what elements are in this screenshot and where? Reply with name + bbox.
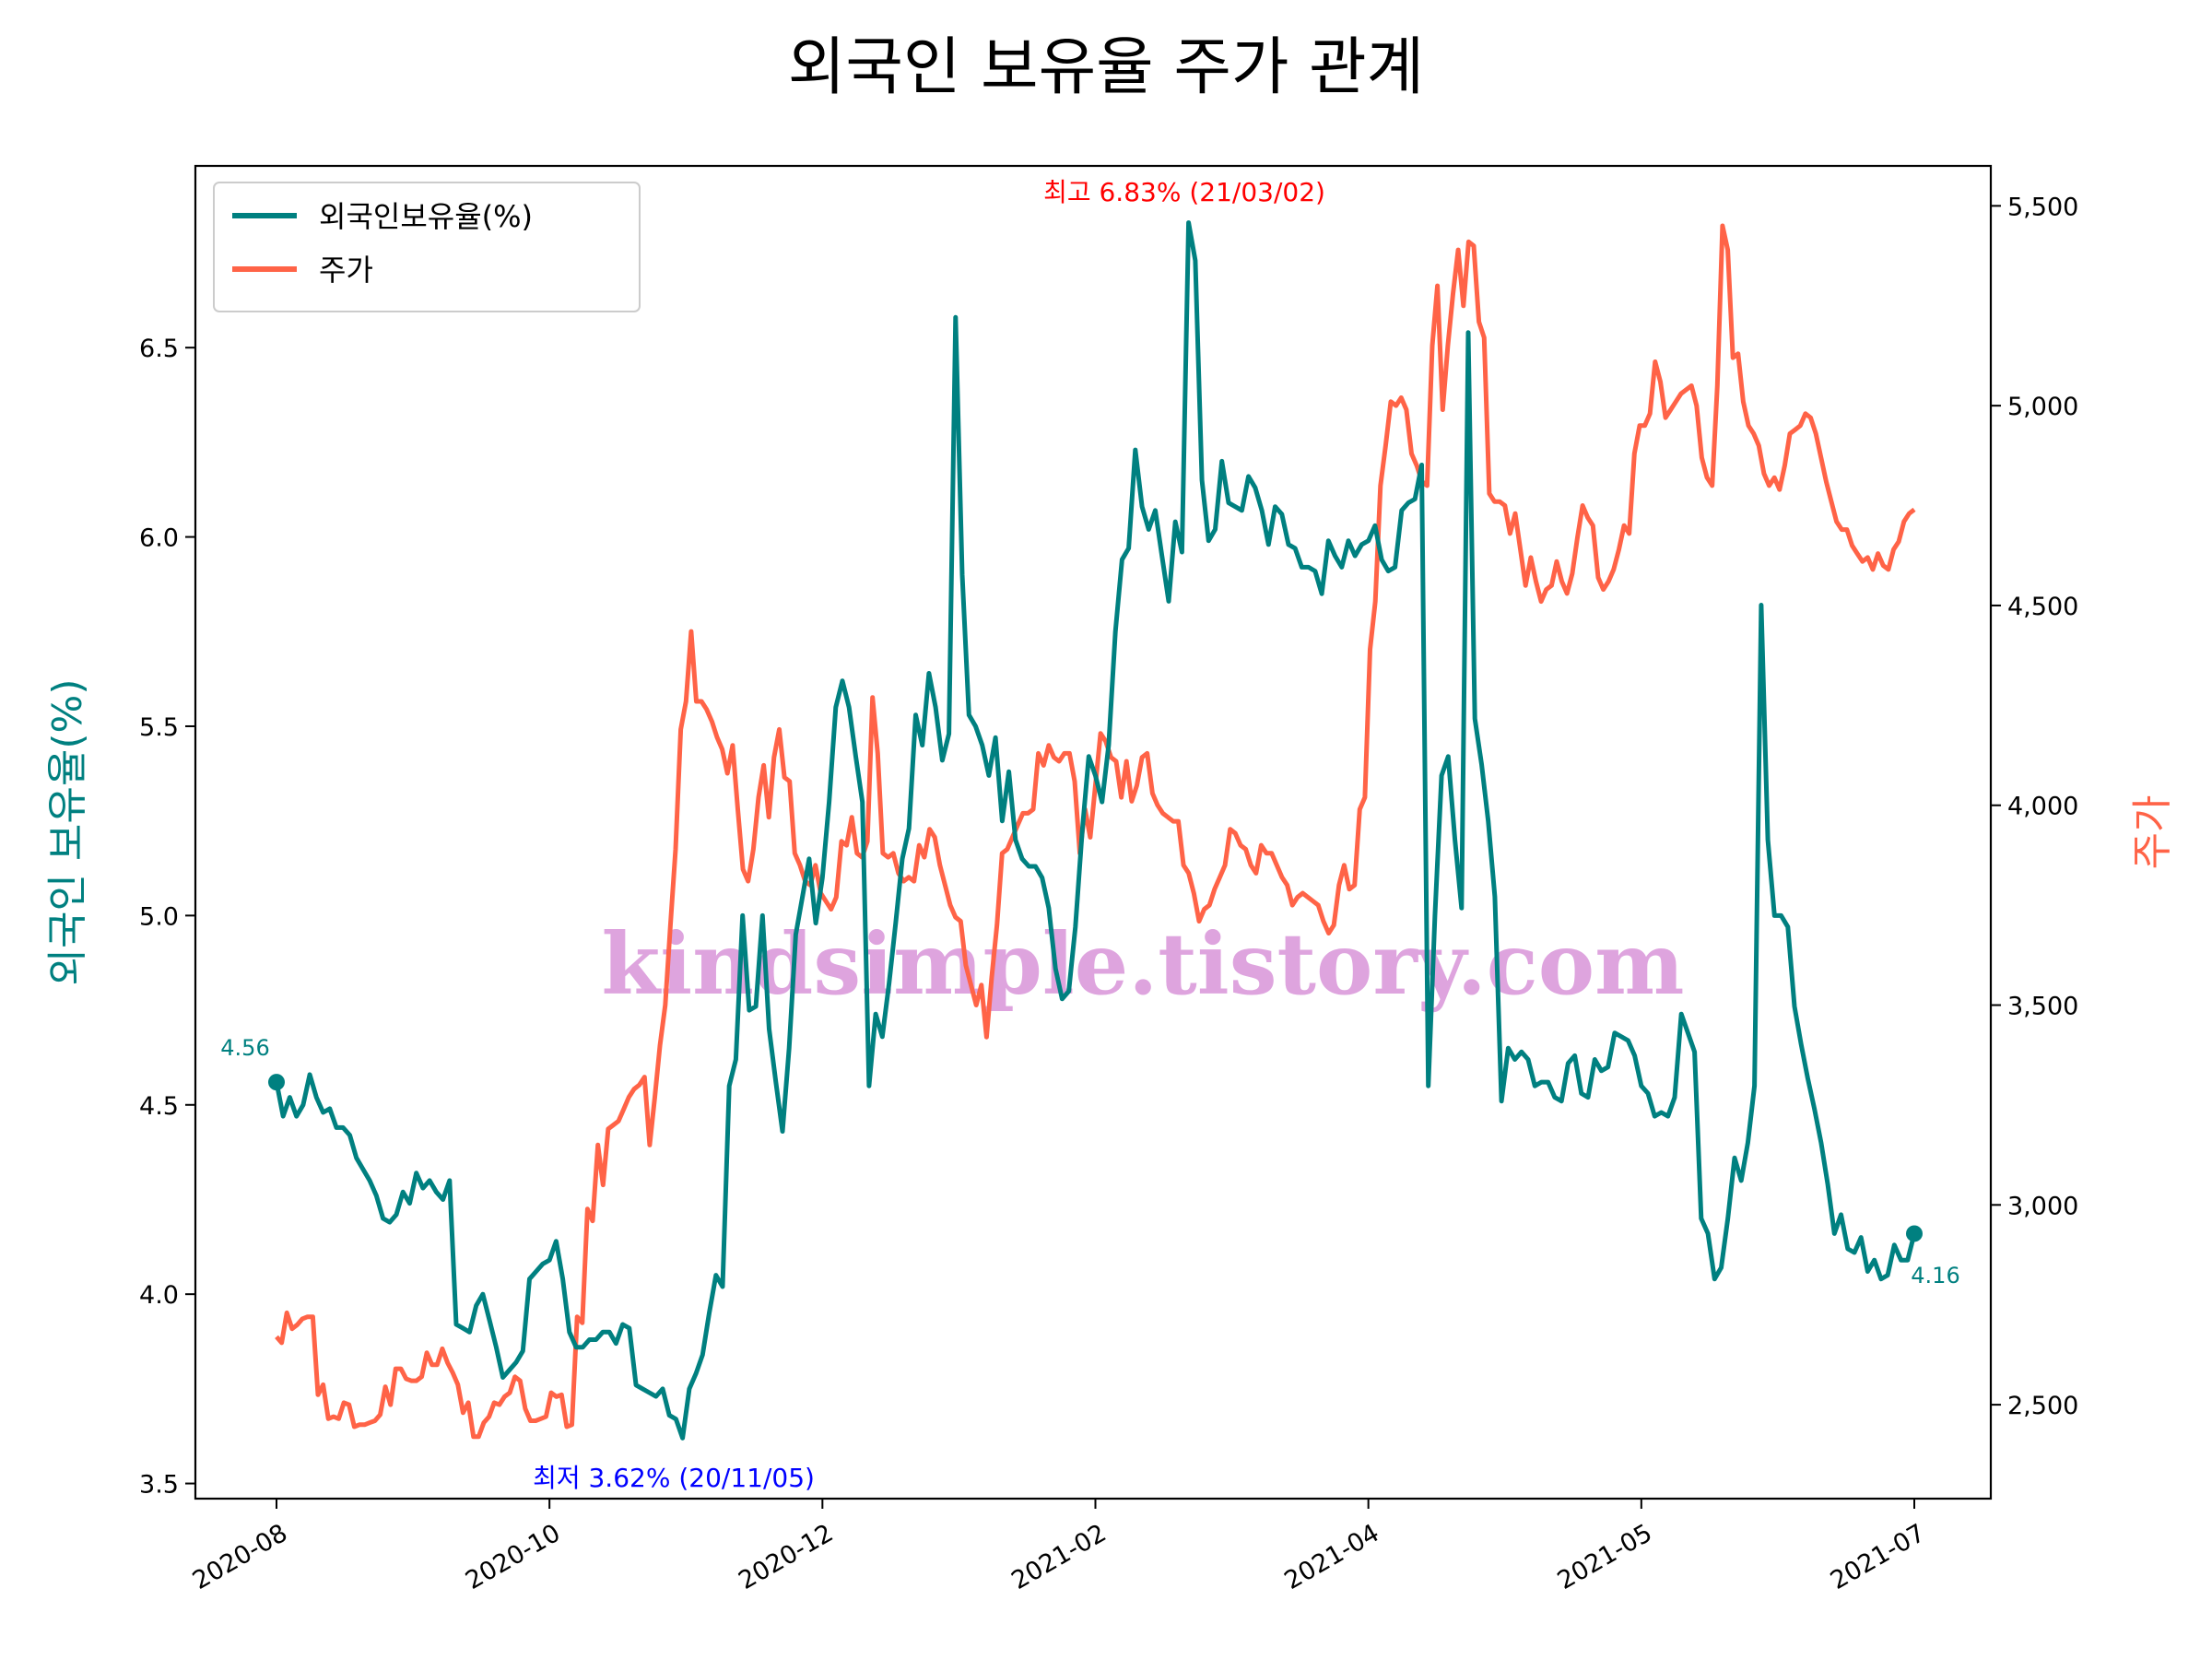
y-left-tick-label: 4.5 — [139, 1092, 179, 1121]
x-tick-label: 2021-02 — [1006, 1519, 1111, 1595]
x-tick-label: 2021-04 — [1280, 1519, 1384, 1595]
x-tick-label: 2020-08 — [188, 1519, 292, 1595]
y-right-tick-label: 3,000 — [2007, 1192, 2078, 1220]
y-right-axis-title: 주가 — [2129, 795, 2176, 870]
y-left-tick-label: 6.5 — [139, 335, 179, 363]
y-right-tick-label: 3,500 — [2007, 993, 2078, 1021]
legend-label-foreign: 외국인보유율(%) — [319, 199, 533, 234]
y-left-tick-label: 6.0 — [139, 524, 179, 553]
y-right-tick-label: 4,500 — [2007, 593, 2078, 621]
plot-lines — [268, 220, 1923, 1441]
y-right-tick-label: 4,000 — [2007, 793, 2078, 821]
x-axis: 2020-08 2020-10 2020-12 2021-02 2021-04 2021-… — [188, 1499, 1930, 1595]
start-value-label: 4.56 — [220, 1035, 269, 1061]
y-left-tick-label: 5.5 — [139, 713, 179, 742]
annotations: 최고 6.83% (21/03/02) 최저 3.62% (20/11/05) … — [220, 177, 1959, 1493]
start-point-marker — [268, 1074, 285, 1091]
x-tick-label: 2020-10 — [461, 1519, 565, 1595]
chart-title: 외국인 보유율 주가 관계 — [788, 31, 1424, 104]
y-right-tick-label: 5,500 — [2007, 193, 2078, 221]
end-value-label: 4.16 — [1911, 1263, 1959, 1288]
x-tick-label: 2020-12 — [734, 1519, 838, 1595]
legend-label-price: 주가 — [319, 253, 373, 288]
legend-box — [213, 182, 641, 312]
y-right-tick-label: 2,500 — [2007, 1392, 2078, 1420]
x-tick-label: 2021-07 — [1826, 1519, 1930, 1595]
plot-frame — [194, 164, 1993, 1500]
watermark: kindsimple.tistory.com — [601, 914, 1684, 1014]
y-left-tick-label: 5.0 — [139, 902, 179, 931]
y-left-tick-label: 3.5 — [139, 1471, 179, 1500]
watermark-text: kindsimple.tistory.com — [601, 914, 1684, 1014]
price-line — [275, 223, 1916, 1440]
y-right-axis: 2,500 3,000 3,500 4,000 4,500 5,000 5,500 — [1991, 193, 2078, 1420]
y-right-tick-label: 5,000 — [2007, 393, 2078, 421]
max-annotation: 최고 6.83% (21/03/02) — [1043, 177, 1325, 207]
y-left-axis: 3.5 4.0 4.5 5.0 5.5 6.0 6.5 — [139, 335, 195, 1500]
y-left-tick-label: 4.0 — [139, 1281, 179, 1310]
x-tick-label: 2021-05 — [1553, 1519, 1657, 1595]
min-annotation: 최저 3.62% (20/11/05) — [533, 1463, 815, 1493]
foreign-ownership-line — [274, 220, 1917, 1441]
y-left-axis-title: 외국인 보유율(%) — [44, 678, 91, 985]
end-point-marker — [1906, 1225, 1923, 1242]
legend: 외국인보유율(%) 주가 — [213, 182, 641, 312]
